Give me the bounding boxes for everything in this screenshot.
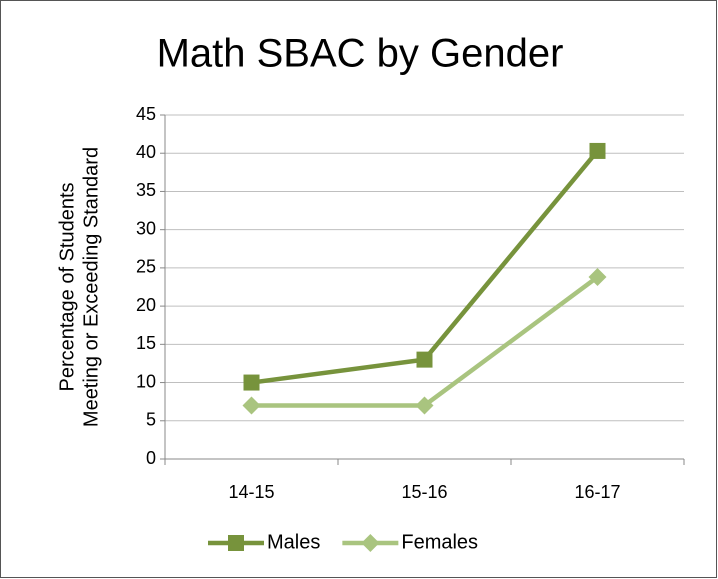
legend-marker — [228, 535, 244, 551]
y-tick-label: 15 — [136, 333, 156, 353]
legend-marker — [361, 534, 380, 552]
y-tick-label: 0 — [146, 448, 156, 468]
data-point — [416, 351, 433, 368]
y-axis-label: Percentage of Students — [56, 182, 78, 391]
y-tick-label: 30 — [136, 218, 156, 238]
y-axis-label: Meeting or Exceeding Standard — [80, 147, 102, 427]
y-tick-label: 35 — [136, 180, 156, 200]
x-tick-label: 15-16 — [401, 482, 447, 502]
data-point — [243, 374, 260, 391]
data-point — [242, 396, 261, 415]
y-tick-label: 40 — [136, 142, 156, 162]
y-tick-label: 5 — [146, 410, 156, 430]
y-tick-label: 20 — [136, 295, 156, 315]
data-point — [415, 396, 434, 415]
chart-title: Math SBAC by Gender — [157, 32, 564, 76]
x-tick-label: 16-17 — [574, 482, 620, 502]
y-tick-label: 45 — [136, 104, 156, 124]
legend-label: Males — [267, 531, 320, 553]
y-tick-label: 25 — [136, 257, 156, 277]
legend-label: Females — [401, 531, 478, 553]
data-point — [588, 268, 607, 287]
data-point — [589, 142, 606, 159]
y-tick-label: 10 — [136, 371, 156, 391]
x-tick-label: 14-15 — [228, 482, 274, 502]
